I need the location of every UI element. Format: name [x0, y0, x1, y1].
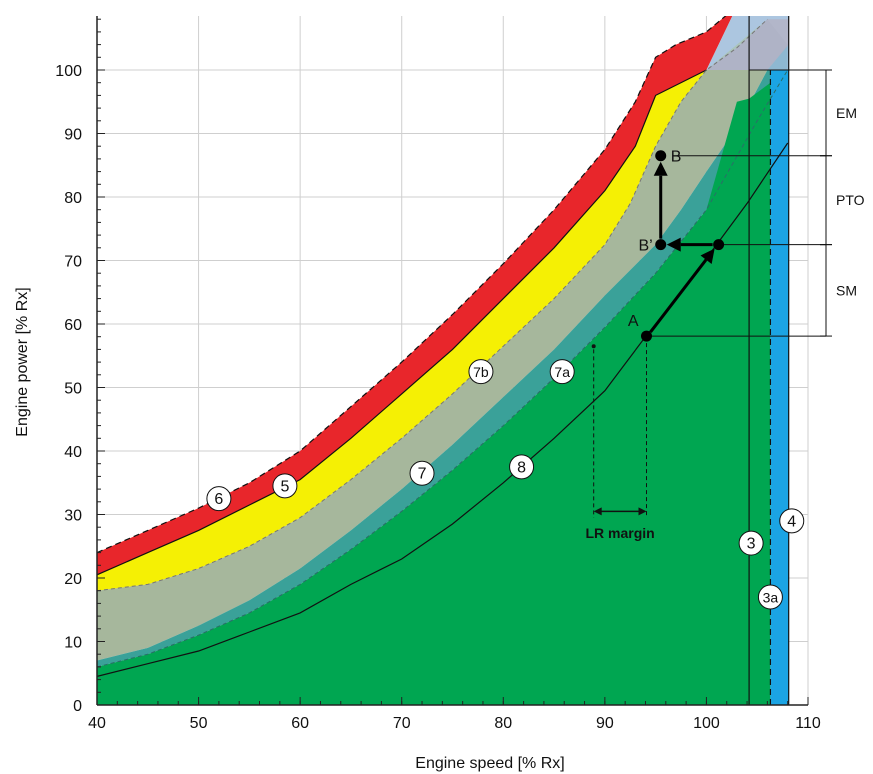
y-tick-label: 0 [73, 698, 82, 715]
curve-number-circle [509, 454, 535, 480]
curve-number-circle [409, 460, 435, 486]
annotations: EM PTO SM LR margin A B B’ 6 5 7 8 7b 7a 3 3a 4 [206, 69, 865, 610]
operating-point [655, 239, 667, 251]
x-tick-label: 110 [795, 715, 821, 732]
x-tick-label: 50 [190, 715, 208, 732]
curve-number-circle [272, 473, 298, 499]
curve-number-circle [738, 530, 764, 556]
x-tick-label: 100 [693, 715, 720, 732]
plot-areas [97, 16, 789, 705]
y-tick-label: 60 [64, 317, 82, 334]
lr-point [591, 344, 596, 349]
curve-number-7a: 7a [554, 364, 570, 380]
line-7b [97, 18, 768, 592]
x-tick-label: 70 [393, 715, 411, 732]
y-tick-label: 80 [64, 190, 82, 207]
line-6 [97, 16, 727, 554]
y-tick-label: 30 [64, 508, 82, 525]
y-tick-label: 20 [64, 571, 82, 588]
curve-number-7: 7 [418, 466, 427, 483]
curve-number-circle [468, 359, 494, 385]
area-red [97, 16, 733, 575]
curve-number-circle [757, 584, 783, 610]
curve-number-circle [206, 486, 232, 512]
area-gray-green [97, 19, 788, 661]
area-green-strip [749, 82, 771, 705]
area-blue [770, 70, 789, 705]
lr-margin-label: LR margin [585, 525, 654, 541]
arrow-PTO-to-B-prime-head [666, 237, 681, 252]
y-tick-label: 100 [55, 63, 82, 80]
point-label: B [671, 149, 682, 166]
y-tick-label: 70 [64, 254, 82, 271]
operating-point [713, 239, 725, 251]
lr-arrow-head-right [638, 507, 647, 516]
area-yellow [97, 19, 768, 591]
y-axis-label: Engine power [% Rx] [14, 287, 31, 436]
operating-point [655, 150, 667, 162]
line-5 [97, 69, 707, 576]
operating-point [641, 330, 653, 342]
point-label: B’ [638, 238, 652, 255]
x-axis-label: Engine speed [% Rx] [415, 755, 564, 772]
x-tick-label: 80 [494, 715, 512, 732]
area-overlap [706, 19, 789, 70]
arrow-B-prime-to-B-head [653, 161, 668, 176]
curve-number-3a: 3a [763, 590, 779, 606]
y-tick-label: 10 [64, 635, 82, 652]
x-tick-label: 40 [88, 715, 106, 732]
arrow-A-to-PTO [649, 258, 708, 333]
area-green [97, 98, 750, 705]
y-tick-label: 90 [64, 127, 82, 144]
x-tick-label: 60 [291, 715, 309, 732]
curve-number-6: 6 [214, 491, 223, 508]
x-tick-label: 90 [596, 715, 614, 732]
margin-label: SM [836, 282, 857, 298]
y-tick-label: 40 [64, 444, 82, 461]
curve-number-circle [779, 508, 805, 534]
axes: 40 50 60 70 80 90 100 110 0 10 20 30 40 50 60 70 80 90 100 [55, 16, 821, 732]
arrow-A-to-PTO-head [700, 248, 715, 264]
curve-number-8: 8 [517, 459, 526, 476]
point-label: A [628, 313, 639, 330]
margin-label: PTO [836, 192, 865, 208]
curve-number-7b: 7b [473, 364, 489, 380]
curve-number-4: 4 [787, 513, 796, 530]
curve-number-circle [549, 359, 575, 385]
curve-number-3: 3 [747, 536, 756, 553]
y-tick-label: 50 [64, 381, 82, 398]
lr-arrow-head-left [593, 507, 602, 516]
margin-label: EM [836, 105, 857, 121]
curve-number-5: 5 [280, 478, 289, 495]
